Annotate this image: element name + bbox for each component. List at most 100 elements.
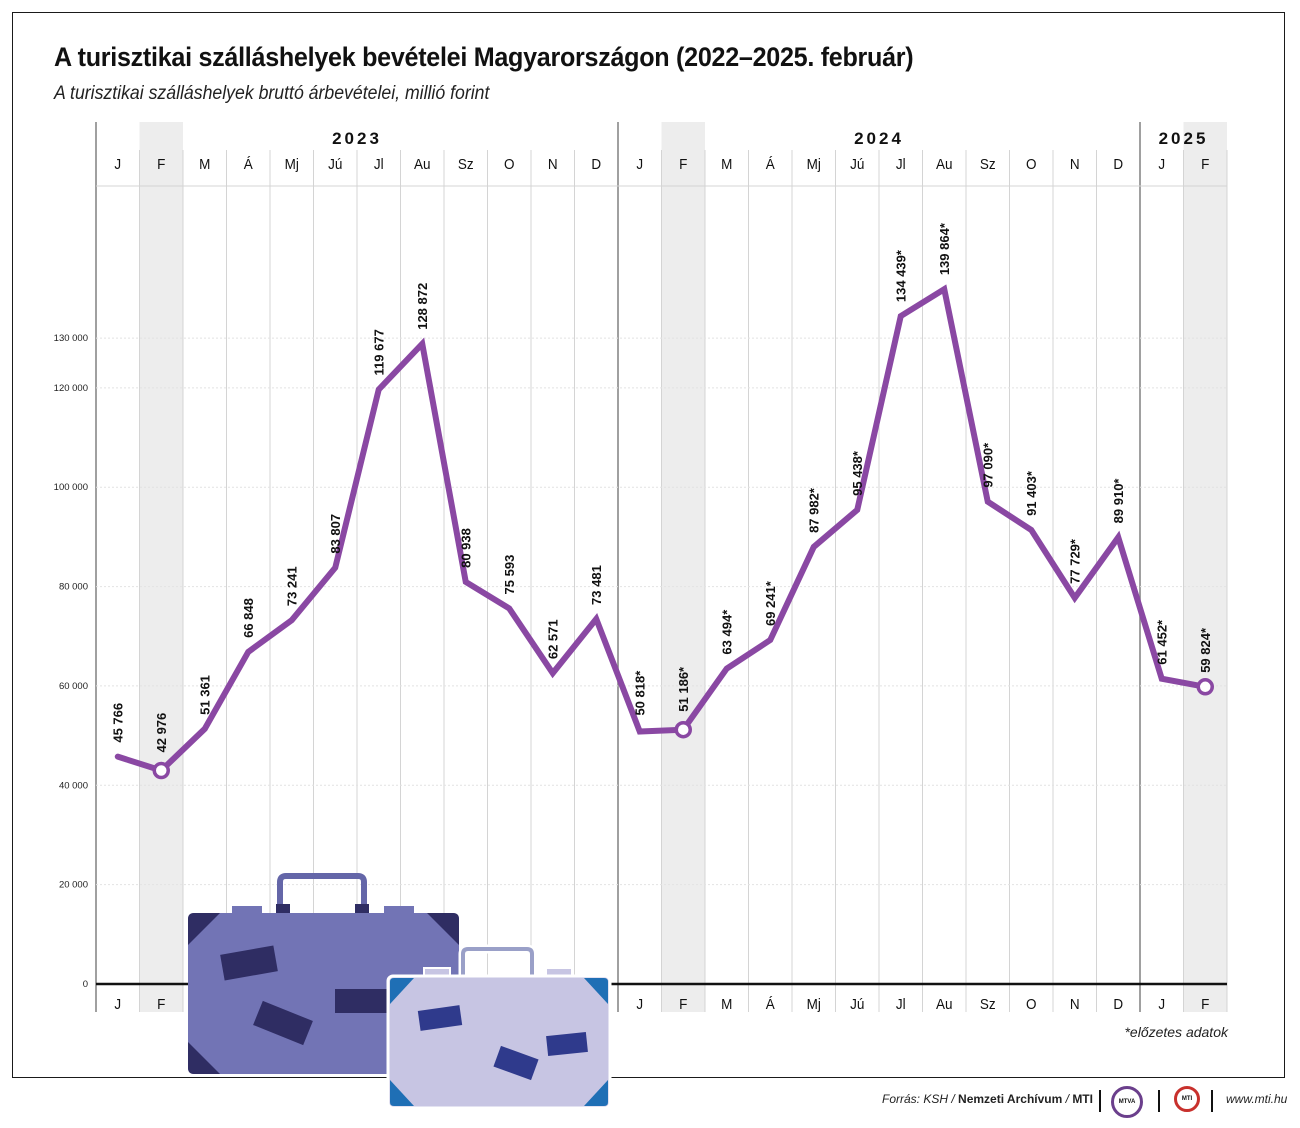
chart-subtitle: A turisztikai szálláshelyek bruttó árbev… [54,83,490,104]
website-link[interactable]: www.mti.hu [1226,1092,1288,1106]
month-label-top: Jl [374,156,384,173]
month-label-top: Á [766,155,775,173]
suitcase-large-sticker [220,945,278,981]
month-label-top: Sz [980,156,996,173]
month-label-top: Sz [458,156,474,173]
month-label-bottom: O [1026,996,1036,1013]
data-label: 51 186* [676,666,691,712]
month-label-top: Au [936,156,952,173]
year-label: 2025 [1159,129,1209,148]
data-point-marker [152,761,170,780]
month-label-top: D [591,156,601,173]
month-label-top: O [1026,156,1036,173]
month-label-top: F [679,156,688,173]
month-label-top: J [114,156,121,173]
data-label: 50 818* [633,670,648,716]
month-label-bottom: Jú [850,996,864,1013]
suitcase-small-sticker [417,1005,463,1031]
suitcase-small-sticker [493,1045,539,1081]
footer-divider [1099,1090,1101,1112]
month-label-top: F [1201,156,1210,173]
data-label: 69 241* [763,580,778,626]
y-tick-label: 40 000 [59,780,88,791]
suitcase-small-sticker [546,1031,588,1057]
y-tick-label: 130 000 [54,333,88,344]
data-label: 97 090* [981,442,996,488]
month-label-top: F [157,156,166,173]
source-credit: Forrás: KSH / Nemzeti Archívum / MTI [882,1092,1093,1106]
y-tick-label: 20 000 [59,880,88,891]
data-label: 89 910* [1111,478,1126,524]
data-point-marker [1196,678,1214,696]
month-label-top: Jú [850,156,864,173]
suitcase-small-corner [390,978,414,1004]
data-label: 83 807 [328,514,343,554]
month-label-bottom: D [1113,996,1123,1013]
suitcase-large-handle [277,873,367,910]
data-label: 134 439* [894,249,909,302]
suitcase-large-clasp-right [384,906,414,916]
year-label: 2024 [854,129,904,148]
highlight-column [139,122,183,1012]
month-label-top: Mj [285,156,299,173]
month-label-bottom: N [1070,996,1080,1013]
frame-border [12,12,1285,1078]
mti-logo: MTI [1174,1086,1200,1112]
y-tick-label: 120 000 [54,383,88,394]
month-label-bottom: Jl [896,996,906,1013]
month-label-bottom: F [1201,996,1210,1013]
month-label-bottom: Mj [807,996,821,1013]
mtva-logo: MTVA [1111,1086,1143,1118]
data-label: 128 872 [415,283,430,330]
data-label: 73 241 [285,566,300,606]
data-label: 75 593 [502,555,517,595]
month-label-top: M [721,156,732,173]
month-label-bottom: J [1158,996,1165,1013]
source-mti: MTI [1072,1092,1093,1106]
source-separator: / [1065,1092,1069,1106]
footer-divider [1158,1090,1160,1112]
data-label: 87 982* [807,487,822,533]
month-label-top: Au [414,156,430,173]
data-label: 73 481 [589,565,604,605]
y-tick-label: 60 000 [59,681,88,692]
data-label: 119 677 [372,329,387,375]
data-label: 59 824* [1198,627,1213,673]
month-label-bottom: M [721,996,732,1013]
y-tick-label: 0 [83,979,88,990]
month-label-top: Mj [807,156,821,173]
data-label: 51 361 [198,675,213,715]
data-label: 80 938 [459,528,474,568]
month-label-bottom: F [679,996,688,1013]
y-tick-label: 80 000 [59,582,88,593]
data-label: 77 729* [1068,538,1083,584]
month-label-top: J [1158,156,1165,173]
suitcase-small-handle [461,947,534,976]
suitcase-large-sticker [253,1000,313,1046]
suitcase-large-corner [188,913,220,945]
month-label-bottom: J [114,996,121,1013]
month-label-bottom: Au [936,996,952,1013]
month-label-top: N [1070,156,1080,173]
data-label: 61 452* [1155,619,1170,665]
month-label-top: Jl [896,156,906,173]
month-label-top: D [1113,156,1123,173]
month-label-top: O [504,156,514,173]
data-label: 91 403* [1024,470,1039,516]
highlight-column [661,122,705,1012]
footer-divider [1211,1090,1213,1112]
suitcase-large-clasp-left [232,906,262,916]
month-label-bottom: Sz [980,996,996,1013]
data-label: 42 976 [154,713,169,753]
data-label: 95 438* [850,450,865,496]
data-label: 45 766 [111,703,126,743]
data-label: 62 571 [546,619,561,659]
revenue-line [114,284,1209,774]
source-prefix: Forrás: KSH / [882,1092,955,1106]
highlight-column [1183,122,1227,1012]
month-label-top: M [199,156,210,173]
month-label-top: J [636,156,643,173]
month-label-top: Á [244,155,253,173]
